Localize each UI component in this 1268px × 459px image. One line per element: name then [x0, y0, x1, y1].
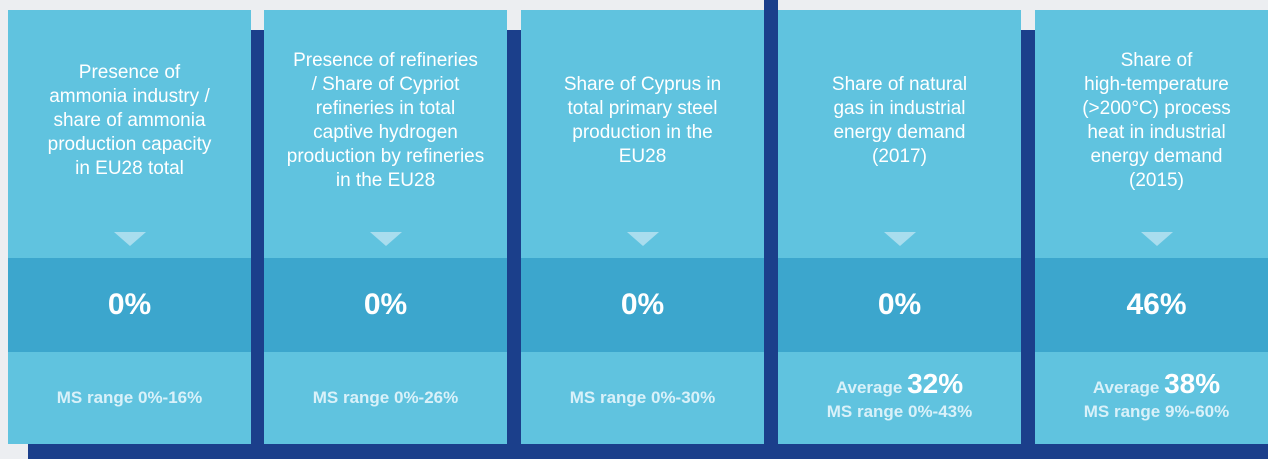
card-description: Share of high-temperature (>200°C) process…: [1035, 10, 1268, 232]
description-line: Presence of: [78, 62, 181, 83]
card-description: Share of natural gas in industrial energy …: [778, 10, 1021, 232]
description-line: energy demand: [833, 122, 966, 143]
card-description: Presence of ammonia industry / share of am…: [8, 10, 251, 232]
card-footer: Average 38% MS range 9%-60%: [1035, 352, 1268, 444]
value: 0%: [620, 288, 665, 321]
average-row: Average 38%: [1092, 370, 1220, 400]
pointer: [113, 232, 146, 246]
description-line: Share of natural: [831, 74, 968, 95]
card: Share of Cyprus in total primary steel pro…: [521, 10, 764, 444]
value-band: 0%: [778, 258, 1021, 352]
description-line: captive hydrogen: [313, 122, 458, 143]
value: 46%: [1126, 288, 1187, 321]
description-line: share of ammonia: [53, 110, 206, 131]
range: MS range 0%-26%: [312, 388, 459, 407]
pointer: [369, 232, 402, 246]
value-band: 46%: [1035, 258, 1268, 352]
description-line: Presence of refineries: [293, 50, 478, 71]
card-footer: MS range 0%-16%: [8, 352, 251, 444]
description-line: Share of Cyprus in: [563, 74, 722, 95]
description-line: energy demand: [1090, 146, 1223, 167]
average-value: 32%: [907, 368, 964, 399]
description-line: production in the: [572, 122, 713, 143]
value-band: 0%: [8, 258, 251, 352]
value: 0%: [107, 288, 152, 321]
range: MS range 0%-16%: [56, 388, 203, 407]
description-line: production by refineries: [286, 146, 485, 167]
description-line: total primary steel: [567, 98, 718, 119]
value: 0%: [877, 288, 922, 321]
description-line: (2017): [872, 146, 927, 167]
card: Share of high-temperature (>200°C) process…: [1035, 10, 1268, 444]
value-band: 0%: [521, 258, 764, 352]
card-footer: MS range 0%-26%: [264, 352, 507, 444]
average-label: Average: [1092, 378, 1160, 397]
range: MS range 0%-43%: [826, 402, 973, 421]
card-description: Presence of refineries / Share of Cypriot…: [264, 10, 507, 232]
description-line: in EU28 total: [75, 158, 184, 179]
card-footer: Average 32% MS range 0%-43%: [778, 352, 1021, 444]
description-line: (>200°C) process: [1082, 98, 1231, 119]
card: Presence of refineries / Share of Cypriot…: [264, 10, 507, 444]
average-value: 38%: [1164, 368, 1221, 399]
description-line: refineries in total: [315, 98, 456, 119]
description-line: / Share of Cypriot: [311, 74, 460, 95]
pointer: [1140, 232, 1173, 246]
value: 0%: [363, 288, 408, 321]
average-label: Average: [835, 378, 903, 397]
range: MS range 0%-30%: [569, 388, 716, 407]
description-line: high-temperature: [1084, 74, 1229, 95]
average-row: Average 32%: [835, 370, 963, 400]
card: Presence of ammonia industry / share of am…: [8, 10, 251, 444]
description-line: heat in industrial: [1087, 122, 1226, 143]
card: Share of natural gas in industrial energy …: [778, 10, 1021, 444]
card-footer: MS range 0%-30%: [521, 352, 764, 444]
description-line: gas in industrial: [833, 98, 966, 119]
pointer: [626, 232, 659, 246]
description-line: in the EU28: [335, 170, 436, 191]
description-line: (2015): [1129, 170, 1184, 191]
backdrop-top: [764, 0, 778, 30]
pointer: [883, 232, 916, 246]
description-line: Share of: [1120, 50, 1193, 71]
value-band: 0%: [264, 258, 507, 352]
range: MS range 9%-60%: [1083, 402, 1230, 421]
description-line: production capacity: [47, 134, 212, 155]
card-description: Share of Cyprus in total primary steel pro…: [521, 10, 764, 232]
description-line: ammonia industry /: [49, 86, 210, 107]
description-line: EU28: [618, 146, 667, 167]
